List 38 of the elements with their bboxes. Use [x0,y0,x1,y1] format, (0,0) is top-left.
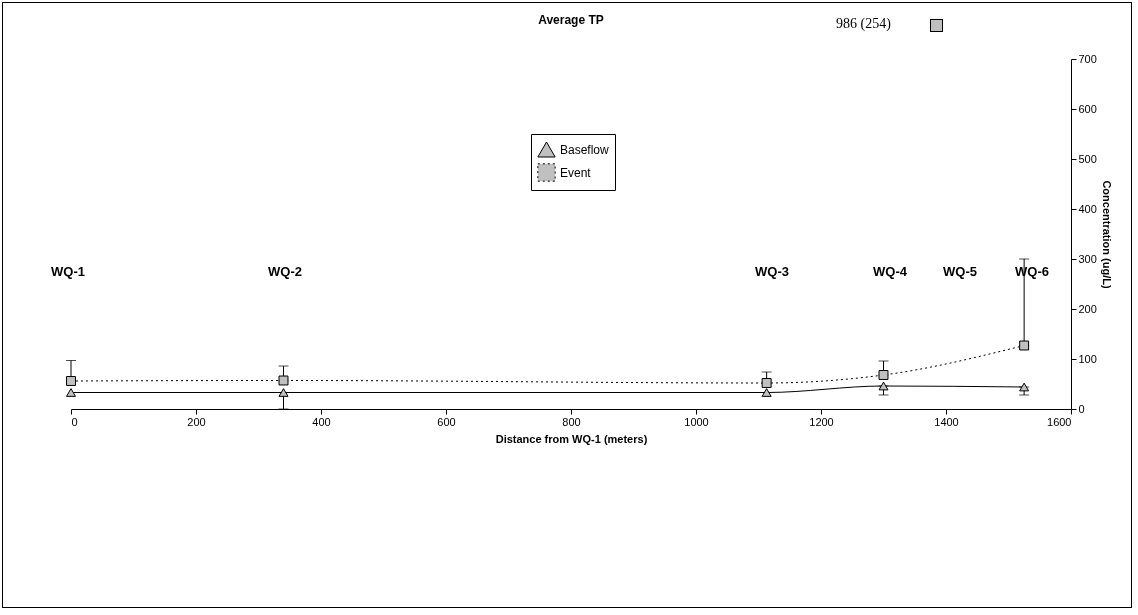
y-tick-label: 600 [1078,102,1097,115]
legend-label: Event [560,165,592,180]
chart-title: Average TP [538,13,604,27]
x-tick-label: 400 [312,415,331,428]
text: 986 (254) [836,16,891,32]
y-tick-label: 200 [1078,302,1097,315]
x-tick-label: 800 [562,415,581,428]
y-axis-title: Concentration (ug/L) [1100,180,1113,289]
annotation: WQ-4 [873,264,907,279]
point [761,378,772,388]
x-tick-label: 200 [187,415,206,428]
x-tick-label: 1000 [684,415,709,428]
y-tick-label: 700 [1078,52,1097,65]
point [761,388,772,397]
annotation: WQ-1 [51,264,85,279]
y-tick-label: 400 [1078,202,1097,215]
y-tick-label: 500 [1078,152,1097,165]
point [66,376,76,386]
x-tick-label: 0 [71,415,78,428]
y-tick-label: 0 [1078,402,1085,415]
legend-label: Baseflow [560,142,610,157]
point [878,381,889,391]
x-axis-title: Distance from WQ-1 (meters) [495,432,648,445]
point [1019,382,1030,392]
x-tick-label: 1600 [1047,415,1072,428]
point [1019,340,1030,351]
annotation: WQ-5 [943,264,977,279]
x-tick-label: 1200 [809,415,834,428]
y-tick-label: 100 [1078,352,1097,365]
x-tick-label: 1400 [934,415,959,428]
annotation: WQ-3 [755,264,789,279]
y-tick-label: 300 [1078,252,1097,265]
point [66,388,76,397]
point [278,375,289,386]
point [278,388,289,397]
point [878,370,889,380]
x-tick-label: 600 [437,415,456,428]
annotation: WQ-2 [268,264,302,279]
